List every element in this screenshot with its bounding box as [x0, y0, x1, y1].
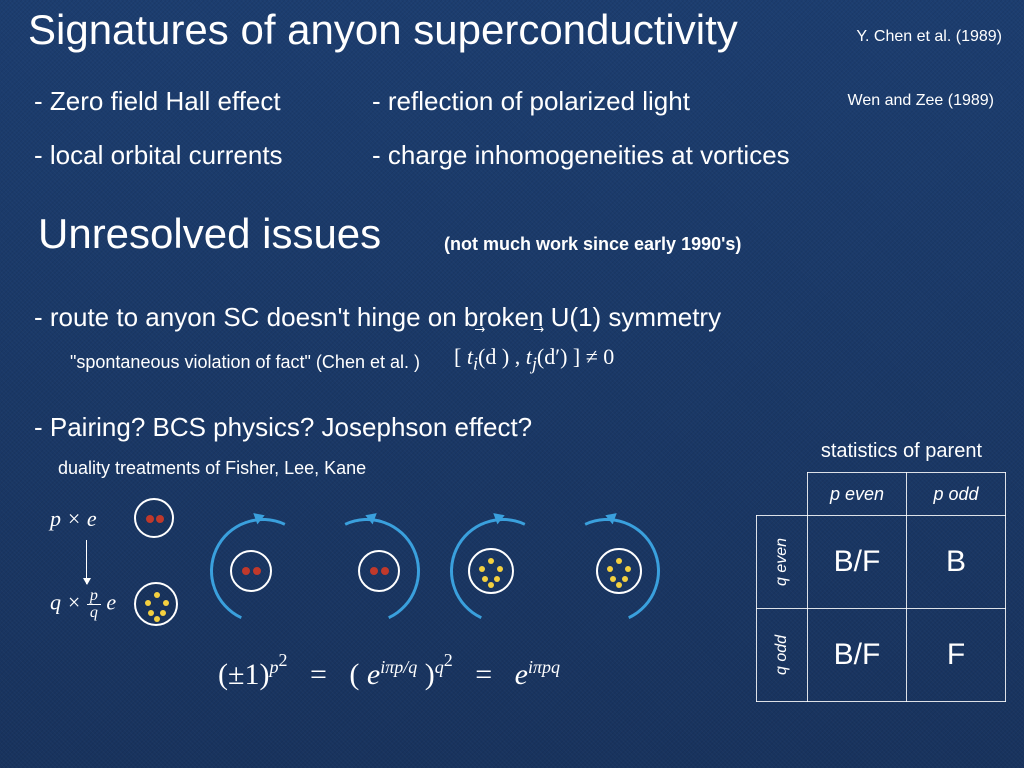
exchange-loop-electrons [210, 510, 420, 630]
eq-suffix: e [101, 590, 116, 615]
eq-prefix: q × [50, 590, 87, 615]
col-header-p-odd: p odd [907, 473, 1006, 516]
heading-note: (not much work since early 1990's) [444, 234, 741, 255]
composite-particle-icon [468, 548, 514, 594]
fraction-p-over-q: pq [87, 588, 101, 621]
signature-citation-wen-zee: Wen and Zee (1989) [848, 92, 994, 110]
arrow-down-icon [86, 540, 87, 584]
composite-particle-icon [134, 582, 178, 626]
col-header-p-even: p even [808, 473, 907, 516]
slide-title: Signatures of anyon superconductivity [28, 6, 738, 54]
duality-note: duality treatments of Fisher, Lee, Kane [58, 458, 366, 479]
issue-broken-u1: - route to anyon SC doesn't hinge on bro… [34, 302, 721, 333]
stats-caption: statistics of parent [821, 440, 982, 463]
statistics-table: p even p odd q even B/F B q odd B/F F [756, 472, 1006, 702]
signature-polarized-light: - reflection of polarized light [372, 86, 690, 117]
electron-pair-icon [358, 550, 400, 592]
issue-pairing-bcs-josephson: - Pairing? BCS physics? Josephson effect… [34, 412, 532, 443]
electron-pair-icon [134, 498, 174, 538]
commutator-equation: [ ti(d⃗ ) , tj(d⃗′) ] ≠ 0 [454, 344, 614, 374]
composite-particle-icon [596, 548, 642, 594]
fraction-denominator: q [87, 605, 101, 621]
electron-pair-icon [230, 550, 272, 592]
row-header-q-even: q even [756, 516, 807, 609]
heading-unresolved-issues: Unresolved issues [38, 210, 381, 258]
exchange-loop-composites [450, 510, 660, 630]
table-cell: B/F [808, 516, 907, 609]
equation-p-times-e: p × e [50, 506, 97, 532]
table-cell: B [907, 516, 1006, 609]
table-corner [756, 473, 807, 516]
phase-equation: (±1)p2 = ( eiπp/q )q2 = eiπpq [218, 650, 560, 692]
equation-q-p-over-q-e: q × pq e [50, 588, 116, 621]
issue-quote: "spontaneous violation of fact" (Chen et… [70, 352, 420, 373]
table-cell: F [907, 609, 1006, 702]
signature-charge-inhomogeneities: - charge inhomogeneities at vortices [372, 140, 790, 171]
fraction-numerator: p [87, 588, 101, 605]
signature-orbital-currents: - local orbital currents [34, 140, 283, 171]
title-citation: Y. Chen et al. (1989) [856, 28, 1002, 46]
signature-zero-field-hall: - Zero field Hall effect [34, 86, 281, 117]
table-cell: B/F [808, 609, 907, 702]
row-header-q-odd: q odd [756, 609, 807, 702]
